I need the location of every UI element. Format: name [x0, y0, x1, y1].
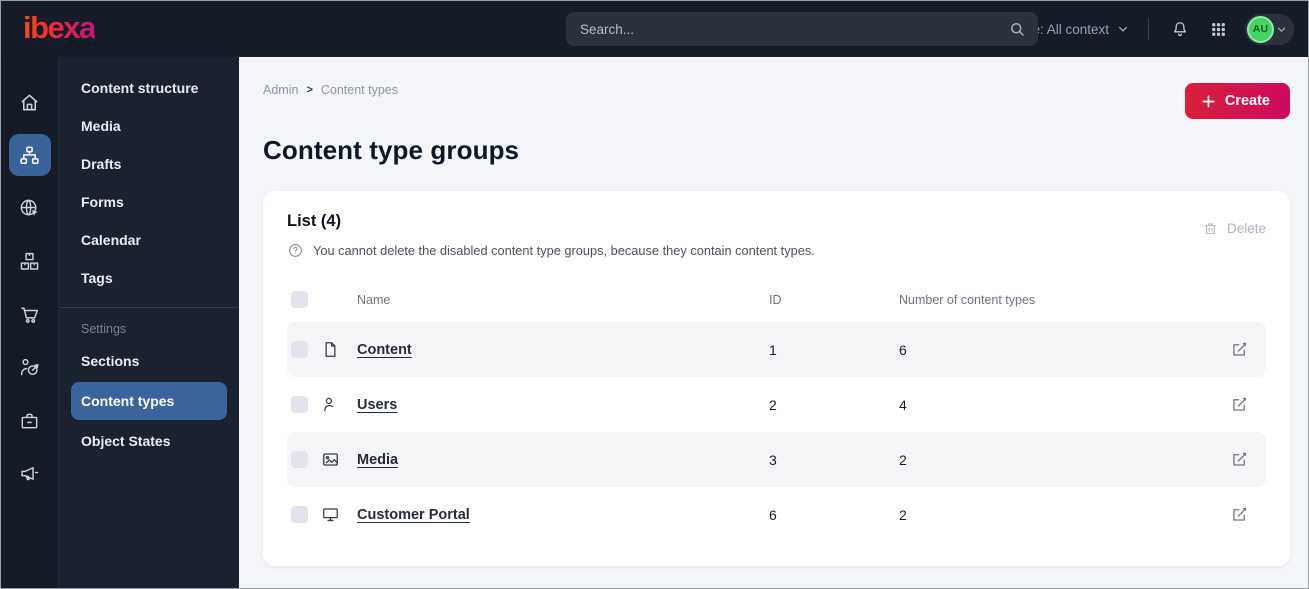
content-structure-icon: [18, 144, 41, 167]
campaign-megaphone-icon: [18, 462, 41, 485]
group-name-link[interactable]: Content: [357, 341, 412, 358]
ibexa-logo[interactable]: ibexa: [23, 9, 96, 45]
topbar-divider: [1148, 18, 1149, 40]
user-menu[interactable]: AU: [1245, 13, 1294, 45]
list-title: List (4): [287, 212, 342, 230]
create-button[interactable]: Create: [1184, 83, 1290, 119]
row-checkbox[interactable]: [291, 506, 308, 523]
personalization-target-icon: [18, 356, 41, 379]
commerce-cart-icon: [18, 303, 41, 326]
rail-item-admin[interactable]: [9, 399, 51, 441]
list-hint: You cannot delete the disabled content t…: [287, 242, 815, 259]
page-title: Content type groups: [263, 135, 520, 165]
column-header-id: ID: [769, 292, 782, 307]
rail-item-commerce[interactable]: [9, 293, 51, 335]
delete-button-label: Delete: [1226, 221, 1266, 236]
group-count: 2: [899, 506, 907, 523]
sidebar-item-drafts[interactable]: Drafts: [59, 145, 239, 183]
search-icon[interactable]: [1008, 20, 1026, 38]
row-checkbox[interactable]: [291, 396, 308, 413]
app-switcher-button[interactable]: [1207, 18, 1230, 41]
sidebar-item-calendar[interactable]: Calendar: [59, 221, 239, 259]
table-row: Users 2 4: [287, 377, 1266, 432]
table-row: Media 3 2: [287, 432, 1266, 487]
image-icon: [321, 450, 357, 469]
table-row: Content 1 6: [287, 322, 1266, 377]
rail-item-personalization[interactable]: [9, 346, 51, 388]
row-checkbox[interactable]: [291, 451, 308, 468]
sidebar-item-forms[interactable]: Forms: [59, 183, 239, 221]
help-icon: [287, 242, 304, 259]
edit-button[interactable]: [1228, 448, 1262, 471]
site-context-label: Site: All context: [1016, 21, 1109, 37]
product-catalog-icon: [18, 250, 41, 273]
main-content: Admin > Content types Create Content typ…: [239, 57, 1308, 588]
notifications-button[interactable]: [1168, 17, 1192, 41]
table-row: Customer Portal 6 2: [287, 487, 1266, 542]
rail-item-campaigns[interactable]: [9, 452, 51, 494]
bell-icon: [1170, 19, 1190, 39]
icon-rail: [1, 57, 59, 588]
sidebar-item-object-states[interactable]: Object States: [59, 422, 239, 460]
group-id: 2: [769, 396, 777, 413]
grid-icon: [1209, 20, 1228, 39]
rail-item-content[interactable]: [8, 134, 51, 176]
group-name-link[interactable]: Customer Portal: [357, 506, 470, 523]
group-id: 1: [769, 341, 777, 358]
file-icon: [321, 340, 357, 359]
admin-toolbox-icon: [18, 409, 41, 432]
sidebar-item-content-structure[interactable]: Content structure: [59, 69, 239, 107]
breadcrumb-separator: >: [306, 84, 313, 96]
avatar: AU: [1247, 15, 1274, 43]
trash-icon: [1202, 220, 1219, 237]
rail-item-site[interactable]: [9, 187, 51, 229]
select-all-checkbox[interactable]: [291, 291, 308, 308]
list-hint-text: You cannot delete the disabled content t…: [313, 243, 815, 258]
group-count: 6: [899, 341, 907, 358]
sidebar-item-tags[interactable]: Tags: [59, 259, 239, 297]
chevron-down-icon: [1276, 24, 1287, 35]
edit-button[interactable]: [1228, 503, 1262, 526]
rail-item-dashboard[interactable]: [9, 81, 51, 123]
rail-item-product-catalog[interactable]: [9, 240, 51, 282]
breadcrumb: Admin > Content types: [263, 81, 398, 97]
row-checkbox[interactable]: [291, 341, 308, 358]
user-icon: [321, 395, 357, 414]
group-name-link[interactable]: Users: [357, 396, 398, 413]
topbar: ibexa Site: All context: [1, 1, 1308, 57]
create-button-label: Create: [1224, 93, 1270, 109]
site-globe-icon: [18, 197, 41, 220]
home-icon: [18, 91, 41, 114]
group-name-link[interactable]: Media: [357, 451, 399, 468]
edit-button[interactable]: [1228, 393, 1262, 416]
search-input[interactable]: [580, 21, 1008, 37]
table-header: Name ID Number of content types: [287, 285, 1266, 322]
breadcrumb-admin[interactable]: Admin: [263, 83, 299, 97]
sidebar-item-media[interactable]: Media: [59, 107, 239, 145]
column-header-count: Number of content types: [899, 292, 1036, 307]
delete-button[interactable]: Delete: [1202, 212, 1266, 237]
topbar-right-controls: Site: All context: [991, 13, 1294, 45]
sidebar-item-sections[interactable]: Sections: [59, 342, 239, 380]
chevron-down-icon: [1117, 23, 1129, 35]
monitor-icon: [321, 505, 357, 524]
group-id: 3: [769, 451, 777, 468]
content-type-groups-card: List (4) You cannot delete the disabled …: [263, 191, 1290, 566]
breadcrumb-content-types[interactable]: Content types: [320, 83, 399, 97]
edit-button[interactable]: [1228, 338, 1262, 361]
column-header-name: Name: [357, 292, 391, 307]
group-count: 2: [899, 451, 907, 468]
sidebar-section-settings: Settings: [81, 322, 127, 336]
plus-icon: [1201, 94, 1216, 109]
sidebar: Content structure Media Drafts Forms Cal…: [59, 57, 239, 588]
sidebar-item-content-types[interactable]: Content types: [71, 382, 227, 420]
sidebar-divider: [59, 307, 239, 308]
group-id: 6: [769, 506, 777, 523]
group-count: 4: [899, 396, 907, 413]
global-search[interactable]: [566, 12, 1038, 46]
